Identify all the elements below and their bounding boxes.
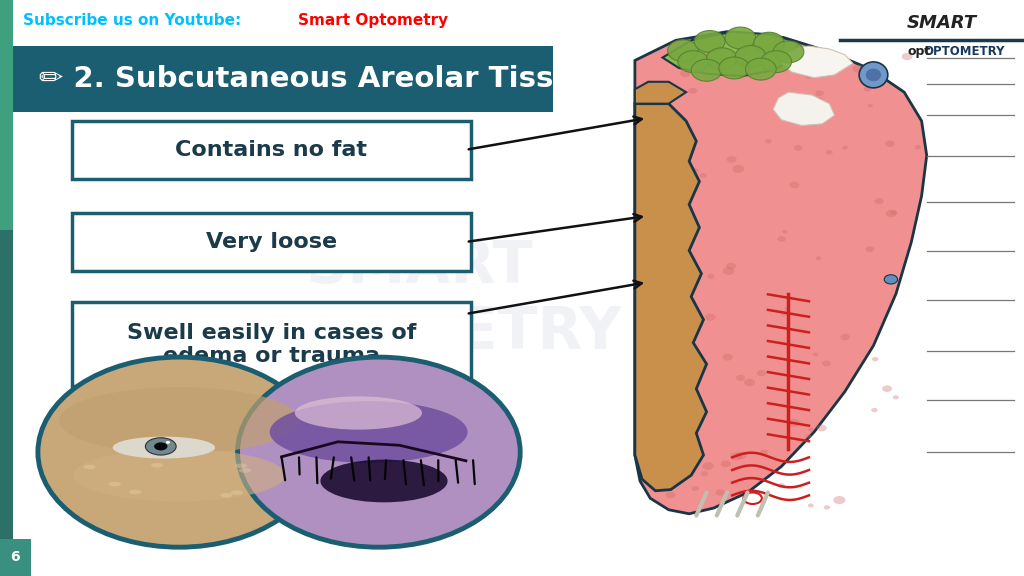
Ellipse shape	[823, 505, 830, 510]
Ellipse shape	[691, 59, 722, 81]
Ellipse shape	[38, 357, 321, 547]
Ellipse shape	[687, 364, 696, 370]
FancyBboxPatch shape	[0, 539, 31, 576]
Ellipse shape	[722, 354, 733, 361]
Ellipse shape	[719, 57, 750, 79]
Ellipse shape	[705, 313, 716, 321]
Ellipse shape	[220, 493, 232, 498]
Ellipse shape	[867, 104, 872, 108]
Ellipse shape	[865, 246, 874, 252]
Polygon shape	[635, 32, 927, 514]
Ellipse shape	[743, 378, 755, 386]
Polygon shape	[773, 92, 835, 126]
Ellipse shape	[166, 441, 170, 444]
Ellipse shape	[113, 437, 215, 458]
Ellipse shape	[871, 408, 878, 412]
Polygon shape	[635, 82, 686, 104]
Ellipse shape	[721, 461, 731, 467]
Ellipse shape	[145, 438, 176, 455]
Ellipse shape	[732, 165, 744, 173]
Ellipse shape	[754, 32, 784, 54]
Ellipse shape	[234, 464, 247, 468]
FancyBboxPatch shape	[0, 0, 13, 230]
Ellipse shape	[59, 387, 299, 454]
Ellipse shape	[668, 347, 680, 355]
Ellipse shape	[668, 40, 698, 62]
Ellipse shape	[914, 145, 922, 149]
Ellipse shape	[885, 141, 895, 147]
Ellipse shape	[702, 462, 714, 470]
Ellipse shape	[152, 463, 164, 468]
Ellipse shape	[784, 307, 790, 311]
Ellipse shape	[677, 131, 683, 135]
Ellipse shape	[680, 70, 691, 77]
Ellipse shape	[745, 68, 752, 72]
Ellipse shape	[740, 60, 751, 67]
Ellipse shape	[726, 263, 736, 270]
Ellipse shape	[109, 482, 121, 486]
Ellipse shape	[813, 353, 818, 357]
Ellipse shape	[790, 181, 800, 188]
Ellipse shape	[778, 483, 785, 488]
Ellipse shape	[902, 53, 912, 60]
Text: opt: opt	[908, 46, 931, 58]
Ellipse shape	[676, 370, 683, 375]
Ellipse shape	[129, 490, 141, 494]
Ellipse shape	[657, 430, 670, 438]
Polygon shape	[781, 46, 853, 78]
Ellipse shape	[808, 503, 814, 507]
Ellipse shape	[757, 370, 766, 376]
Ellipse shape	[321, 460, 447, 502]
Ellipse shape	[154, 442, 168, 450]
Ellipse shape	[874, 198, 884, 204]
Ellipse shape	[727, 156, 736, 162]
Ellipse shape	[815, 256, 821, 260]
Ellipse shape	[691, 486, 699, 491]
Ellipse shape	[708, 274, 715, 279]
Ellipse shape	[872, 357, 879, 361]
Ellipse shape	[866, 69, 881, 81]
Ellipse shape	[716, 489, 725, 495]
Ellipse shape	[806, 75, 811, 79]
Text: SMART
OPTOMETRY: SMART OPTOMETRY	[218, 238, 622, 361]
Ellipse shape	[893, 395, 899, 399]
Text: Smart Optometry: Smart Optometry	[298, 13, 449, 28]
Ellipse shape	[780, 312, 787, 316]
Ellipse shape	[269, 401, 468, 463]
Ellipse shape	[841, 334, 850, 340]
Ellipse shape	[736, 50, 749, 58]
Ellipse shape	[705, 50, 713, 56]
Ellipse shape	[808, 428, 814, 431]
Text: OPTOMETRY: OPTOMETRY	[924, 46, 1006, 58]
Polygon shape	[663, 32, 799, 76]
Ellipse shape	[295, 396, 422, 430]
Ellipse shape	[238, 357, 520, 547]
Ellipse shape	[890, 210, 897, 215]
Ellipse shape	[730, 453, 742, 460]
Ellipse shape	[644, 204, 650, 209]
Ellipse shape	[886, 210, 897, 217]
Ellipse shape	[725, 27, 756, 49]
Ellipse shape	[707, 48, 737, 70]
Ellipse shape	[834, 496, 846, 504]
Polygon shape	[635, 104, 707, 491]
Ellipse shape	[646, 81, 653, 85]
Ellipse shape	[826, 150, 833, 154]
Ellipse shape	[641, 267, 648, 272]
FancyBboxPatch shape	[72, 121, 471, 179]
Ellipse shape	[699, 173, 707, 178]
Ellipse shape	[694, 31, 725, 52]
Ellipse shape	[723, 267, 734, 275]
Ellipse shape	[666, 492, 675, 498]
FancyBboxPatch shape	[72, 302, 471, 386]
Ellipse shape	[735, 452, 746, 459]
Ellipse shape	[688, 88, 697, 94]
FancyBboxPatch shape	[0, 230, 13, 576]
FancyBboxPatch shape	[72, 213, 471, 271]
Ellipse shape	[83, 465, 95, 469]
Ellipse shape	[806, 434, 812, 438]
Ellipse shape	[822, 361, 831, 366]
FancyBboxPatch shape	[13, 46, 553, 112]
Ellipse shape	[678, 51, 709, 73]
